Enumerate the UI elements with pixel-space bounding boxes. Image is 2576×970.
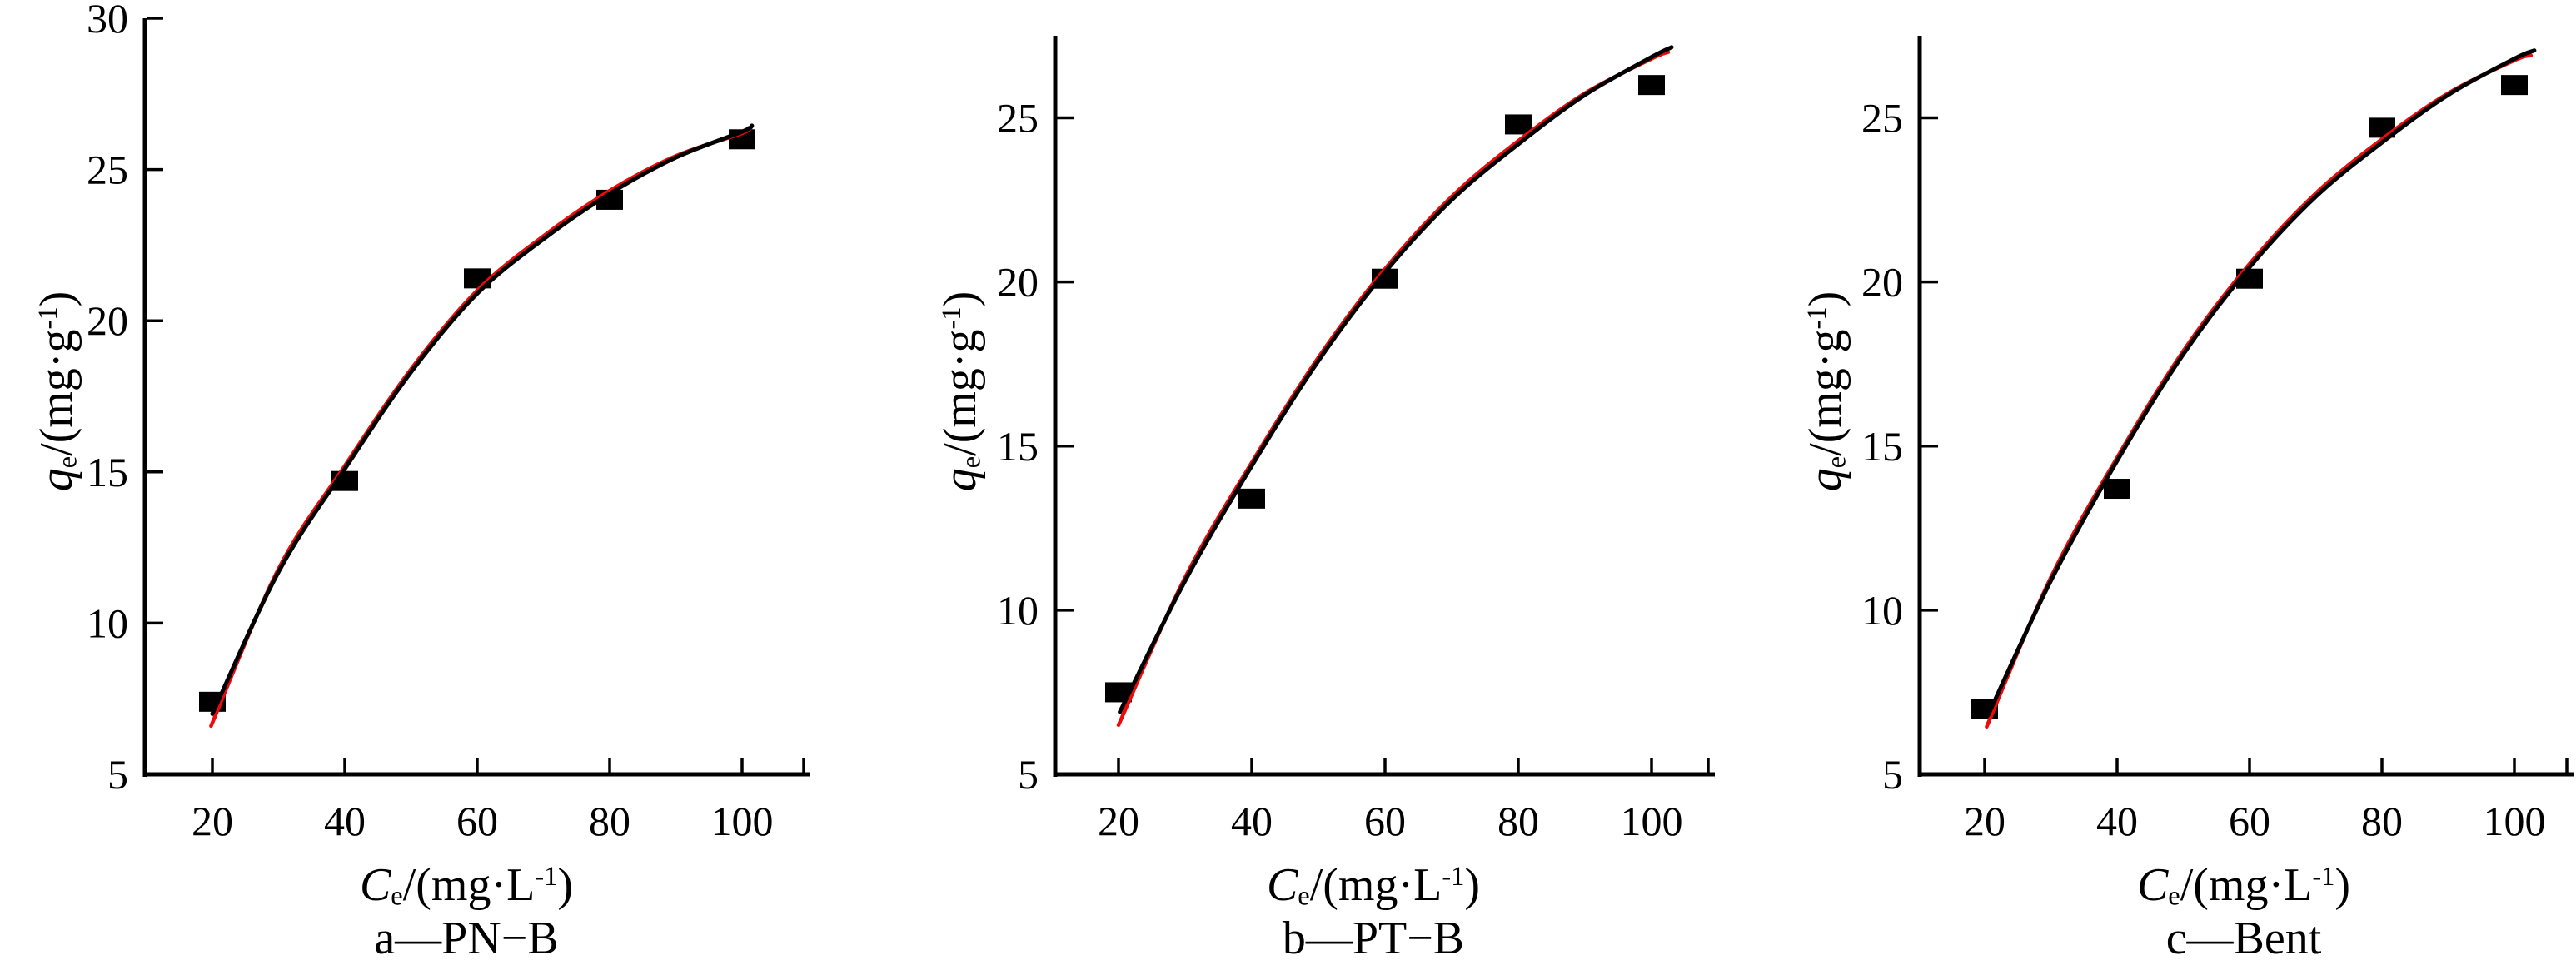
- x-axis-variable: C: [359, 858, 391, 911]
- y-axis-variable: q: [1799, 468, 1851, 492]
- y-tick-label: 25: [87, 147, 128, 193]
- x-axis-units-close: ): [1464, 858, 1481, 911]
- y-tick-label: 5: [1882, 751, 1903, 798]
- x-tick-label: 80: [589, 798, 630, 844]
- fit-curve-red: [1985, 53, 2534, 729]
- y-tick-label: 20: [1861, 259, 1903, 306]
- y-tick-label: 5: [1018, 751, 1039, 798]
- y-axis-subscript: e: [52, 455, 83, 469]
- x-axis-exponent: -1: [2312, 862, 2335, 892]
- fit-curve-black: [210, 123, 755, 716]
- data-point-square: [1505, 114, 1532, 135]
- y-axis-units-close: ): [30, 291, 82, 307]
- x-tick-label: 100: [711, 798, 774, 844]
- y-axis-title: qe/(mg·g-1): [923, 58, 987, 724]
- x-axis-units: /(mg·L: [1309, 858, 1442, 911]
- y-tick-label: 20: [87, 297, 128, 344]
- y-tick-label: 25: [997, 95, 1039, 142]
- x-axis-units: /(mg·L: [402, 858, 536, 911]
- y-axis-title: qe/(mg·g-1): [19, 58, 83, 724]
- chart-panel-b: 20 40 60 80 100 5 10 15 20 25 qe/(mg·g-1) Ce/(mg·…: [859, 0, 1717, 970]
- chart-subtitle: c—Bent: [2165, 913, 2322, 964]
- x-axis-exponent: -1: [535, 862, 558, 892]
- y-axis-units: /(mg·g: [1799, 329, 1851, 456]
- y-tick-label: 5: [107, 751, 128, 798]
- x-axis-subscript: e: [1298, 881, 1310, 912]
- y-axis-units-close: ): [934, 291, 986, 307]
- x-axis-units-close: ): [2334, 858, 2351, 911]
- plot-area-c: 20 40 60 80 100 5 10 15 20 25: [1861, 36, 2574, 844]
- x-axis-title: Ce/(mg·L-1): [117, 851, 816, 923]
- y-tick-label: 15: [87, 449, 128, 495]
- y-axis-exponent: -1: [937, 306, 967, 330]
- y-tick-label: 20: [997, 259, 1039, 306]
- y-axis-units-close: ): [1799, 291, 1851, 307]
- x-axis-units: /(mg·L: [2180, 858, 2313, 911]
- y-tick-label: 25: [1861, 95, 1903, 142]
- chart-subtitle: a—PN−B: [374, 913, 559, 964]
- x-tick-label: 40: [324, 798, 366, 844]
- data-point-square: [1638, 75, 1665, 96]
- x-tick-label: 40: [2096, 798, 2138, 844]
- x-tick-label: 60: [456, 798, 498, 844]
- chart-subtitle: b—PT−B: [1282, 913, 1465, 964]
- x-axis-subscript: e: [2168, 881, 2180, 912]
- data-point-square: [1238, 488, 1265, 509]
- x-axis-title: Ce/(mg·L-1): [1894, 851, 2576, 923]
- y-axis-variable: q: [934, 468, 986, 492]
- data-point-square: [2501, 75, 2528, 96]
- y-axis-subscript: e: [1821, 455, 1852, 469]
- y-tick-label: 10: [1861, 587, 1903, 634]
- plot-area-b: 20 40 60 80 100 5 10 15 20 25: [997, 36, 1715, 844]
- x-axis-variable: C: [2136, 858, 2169, 911]
- x-tick-label: 20: [1964, 798, 2005, 844]
- y-tick-label: 15: [1861, 423, 1903, 470]
- x-tick-label: 40: [1231, 798, 1273, 844]
- y-axis-units: /(mg·g: [934, 329, 986, 456]
- x-tick-label: 20: [1098, 798, 1139, 844]
- y-axis-variable: q: [30, 468, 82, 492]
- x-axis-subscript: e: [391, 881, 403, 912]
- fit-curve-black: [1118, 45, 1674, 714]
- y-tick-label: 15: [997, 423, 1039, 470]
- x-axis-variable: C: [1266, 858, 1298, 911]
- fit-curve-red: [209, 126, 752, 729]
- y-axis-title: qe/(mg·g-1): [1788, 58, 1852, 724]
- x-tick-label: 100: [2484, 798, 2546, 844]
- fit-curve-black: [1986, 48, 2537, 718]
- chart-panel-a: 20 40 60 80 100 5 10 15 20 25 30 qe/(mg·g-1) Ce/(m…: [0, 0, 859, 970]
- y-tick-label: 10: [997, 587, 1039, 634]
- y-axis-subscript: e: [956, 455, 987, 469]
- x-axis-exponent: -1: [1442, 862, 1465, 892]
- x-tick-label: 20: [192, 798, 233, 844]
- y-axis-exponent: -1: [1802, 306, 1832, 330]
- y-axis-exponent: -1: [33, 306, 63, 330]
- x-axis-title: Ce/(mg·L-1): [1024, 851, 1723, 923]
- x-tick-label: 60: [2229, 798, 2270, 844]
- x-tick-label: 80: [1497, 798, 1539, 844]
- x-tick-label: 100: [1621, 798, 1683, 844]
- y-axis-units: /(mg·g: [30, 329, 82, 456]
- x-axis-units-close: ): [557, 858, 574, 911]
- chart-panel-c: 20 40 60 80 100 5 10 15 20 25 qe/(mg·g-1) Ce/(mg·…: [1717, 0, 2576, 970]
- x-tick-label: 60: [1364, 798, 1406, 844]
- plot-area-a: 20 40 60 80 100 5 10 15 20 25 30: [87, 0, 810, 844]
- y-tick-label: 10: [87, 599, 128, 646]
- fit-curve-red: [1116, 50, 1671, 728]
- data-point-square: [2104, 479, 2130, 500]
- y-tick-label: 30: [87, 0, 128, 42]
- x-tick-label: 80: [2361, 798, 2403, 844]
